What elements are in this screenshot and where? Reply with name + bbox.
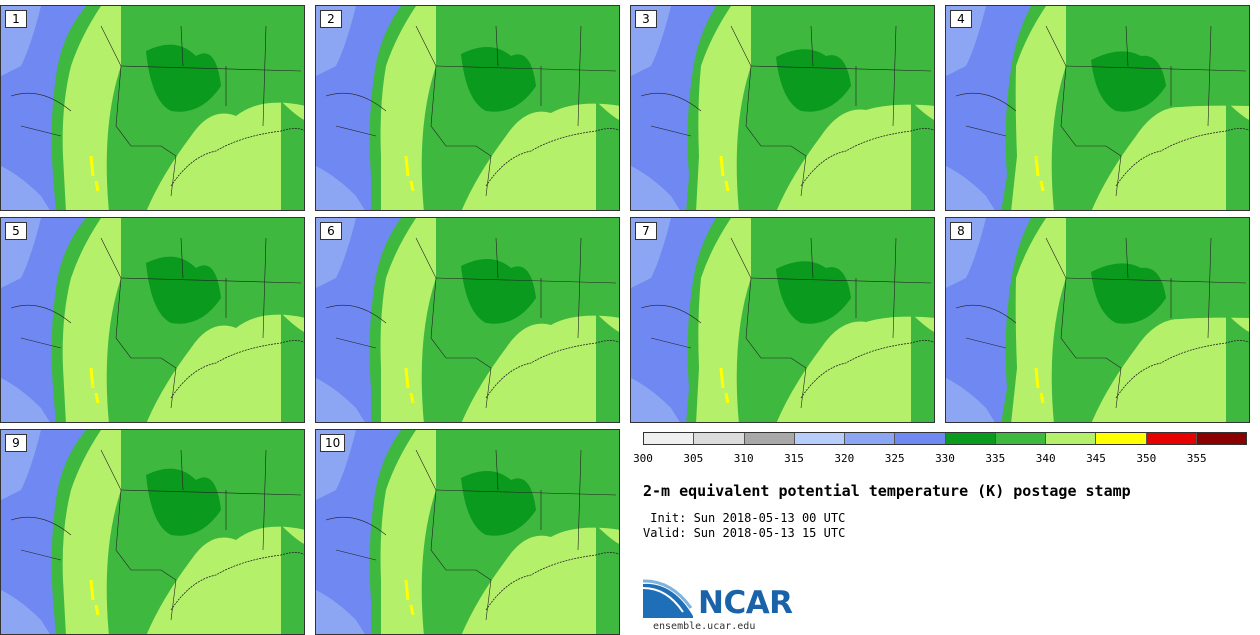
init-time: Init: Sun 2018-05-13 00 UTC	[643, 511, 846, 525]
ncar-logo-text: NCAR	[698, 585, 793, 621]
map-image	[631, 6, 934, 210]
colorbar-tick-label: 300	[633, 452, 653, 465]
colorbar-segment	[694, 433, 745, 444]
map-panel: 4	[945, 5, 1250, 211]
map-image	[946, 218, 1249, 422]
map-image	[946, 6, 1249, 210]
colorbar-tick-label: 355	[1186, 452, 1207, 465]
colorbar-tick-label: 315	[784, 452, 804, 465]
colorbar-segment	[1096, 433, 1147, 444]
map-panel: 1	[0, 5, 305, 211]
map-image	[1, 218, 304, 422]
colorbar-tick-label: 310	[733, 452, 754, 465]
colorbar-segment	[744, 433, 795, 444]
panel-number: 3	[635, 10, 657, 28]
panel-number: 6	[320, 222, 342, 240]
colorbar-segment	[845, 433, 896, 444]
ncar-logo-swoosh-icon	[643, 579, 693, 618]
map-panel: 5	[0, 217, 305, 423]
map-image	[316, 430, 619, 634]
panel-number: 2	[320, 10, 342, 28]
valid-time: Valid: Sun 2018-05-13 15 UTC	[643, 526, 846, 540]
colorbar-tick-label: 325	[884, 452, 905, 465]
colorbar-tick-label: 320	[834, 452, 855, 465]
map-image	[1, 6, 304, 210]
colorbar-tick-label: 340	[1035, 452, 1056, 465]
colorbar-tick-label: 345	[1086, 452, 1106, 465]
colorbar-segment	[895, 433, 946, 444]
ncar-url: ensemble.ucar.edu	[653, 621, 756, 632]
panel-number: 1	[5, 10, 27, 28]
map-panel: 2	[315, 5, 620, 211]
panel-number: 9	[5, 434, 27, 452]
colorbar-segment	[945, 433, 996, 444]
colorbar-segment	[644, 433, 695, 444]
panel-number: 4	[950, 10, 972, 28]
map-panel: 10	[315, 429, 620, 635]
map-image	[316, 6, 619, 210]
map-image	[1, 430, 304, 634]
map-panel: 9	[0, 429, 305, 635]
panel-number: 7	[635, 222, 657, 240]
map-panel: 3	[630, 5, 935, 211]
colorbar	[643, 432, 1247, 445]
colorbar-segment	[794, 433, 845, 444]
colorbar-tick-label: 335	[985, 452, 1006, 465]
map-panel: 6	[315, 217, 620, 423]
map-image	[631, 218, 934, 422]
colorbar-segment	[1196, 433, 1246, 444]
panel-number: 10	[320, 434, 346, 452]
colorbar-tick-label: 305	[683, 452, 704, 465]
map-image	[316, 218, 619, 422]
colorbar-tick-label: 330	[935, 452, 955, 465]
colorbar-segment	[995, 433, 1046, 444]
figure-title: 2-m equivalent potential temperature (K)…	[643, 482, 1131, 500]
colorbar-tick-label: 350	[1136, 452, 1157, 465]
map-panel: 8	[945, 217, 1250, 423]
colorbar-segment	[1046, 433, 1097, 444]
colorbar-segment	[1146, 433, 1197, 444]
map-panel: 7	[630, 217, 935, 423]
panel-number: 8	[950, 222, 972, 240]
panel-number: 5	[5, 222, 27, 240]
